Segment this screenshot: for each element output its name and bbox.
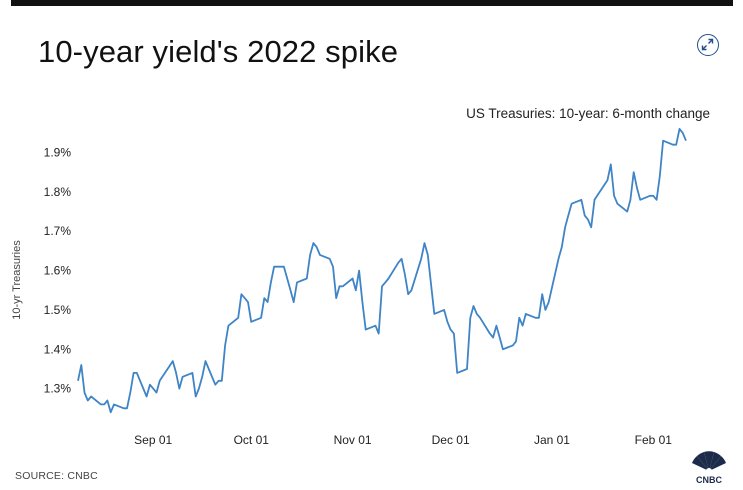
x-tick-label: Sep 01 [134,433,172,447]
series [77,127,687,414]
y-tick-label: 1.8% [44,185,72,199]
y-tick-label: 1.6% [44,264,72,278]
chart-title: 10-year yield's 2022 spike [38,34,399,69]
top-accent-bar [11,0,733,6]
y-tick-label: 1.5% [44,303,72,317]
y-tick-label: 1.7% [44,224,72,238]
x-axis: Sep 01 Oct 01 Nov 01 Dec 01 Jan 01 Feb 01 [134,433,672,447]
x-tick-label: Feb 01 [635,433,673,447]
x-tick-label: Oct 01 [234,433,270,447]
x-tick-label: Jan 01 [534,433,570,447]
y-tick-label: 1.9% [44,146,72,160]
chart-subtitle: US Treasuries: 10-year: 6-month change [466,106,710,121]
x-tick-label: Dec 01 [432,433,470,447]
x-tick-label: Nov 01 [334,433,372,447]
source-note: SOURCE: CNBC [15,470,98,482]
y-axis-title: 10-yr Treasuries [11,240,23,320]
y-axis: 1.3% 1.4% 1.5% 1.6% 1.7% 1.8% 1.9% [44,146,72,396]
y-tick-label: 1.4% [44,342,72,356]
y-tick-label: 1.3% [44,382,72,396]
series-line [77,127,687,414]
cnbc-peacock-icon: CNBC [684,449,734,490]
logo-text: CNBC [696,475,722,485]
expand-icon[interactable] [697,34,719,56]
